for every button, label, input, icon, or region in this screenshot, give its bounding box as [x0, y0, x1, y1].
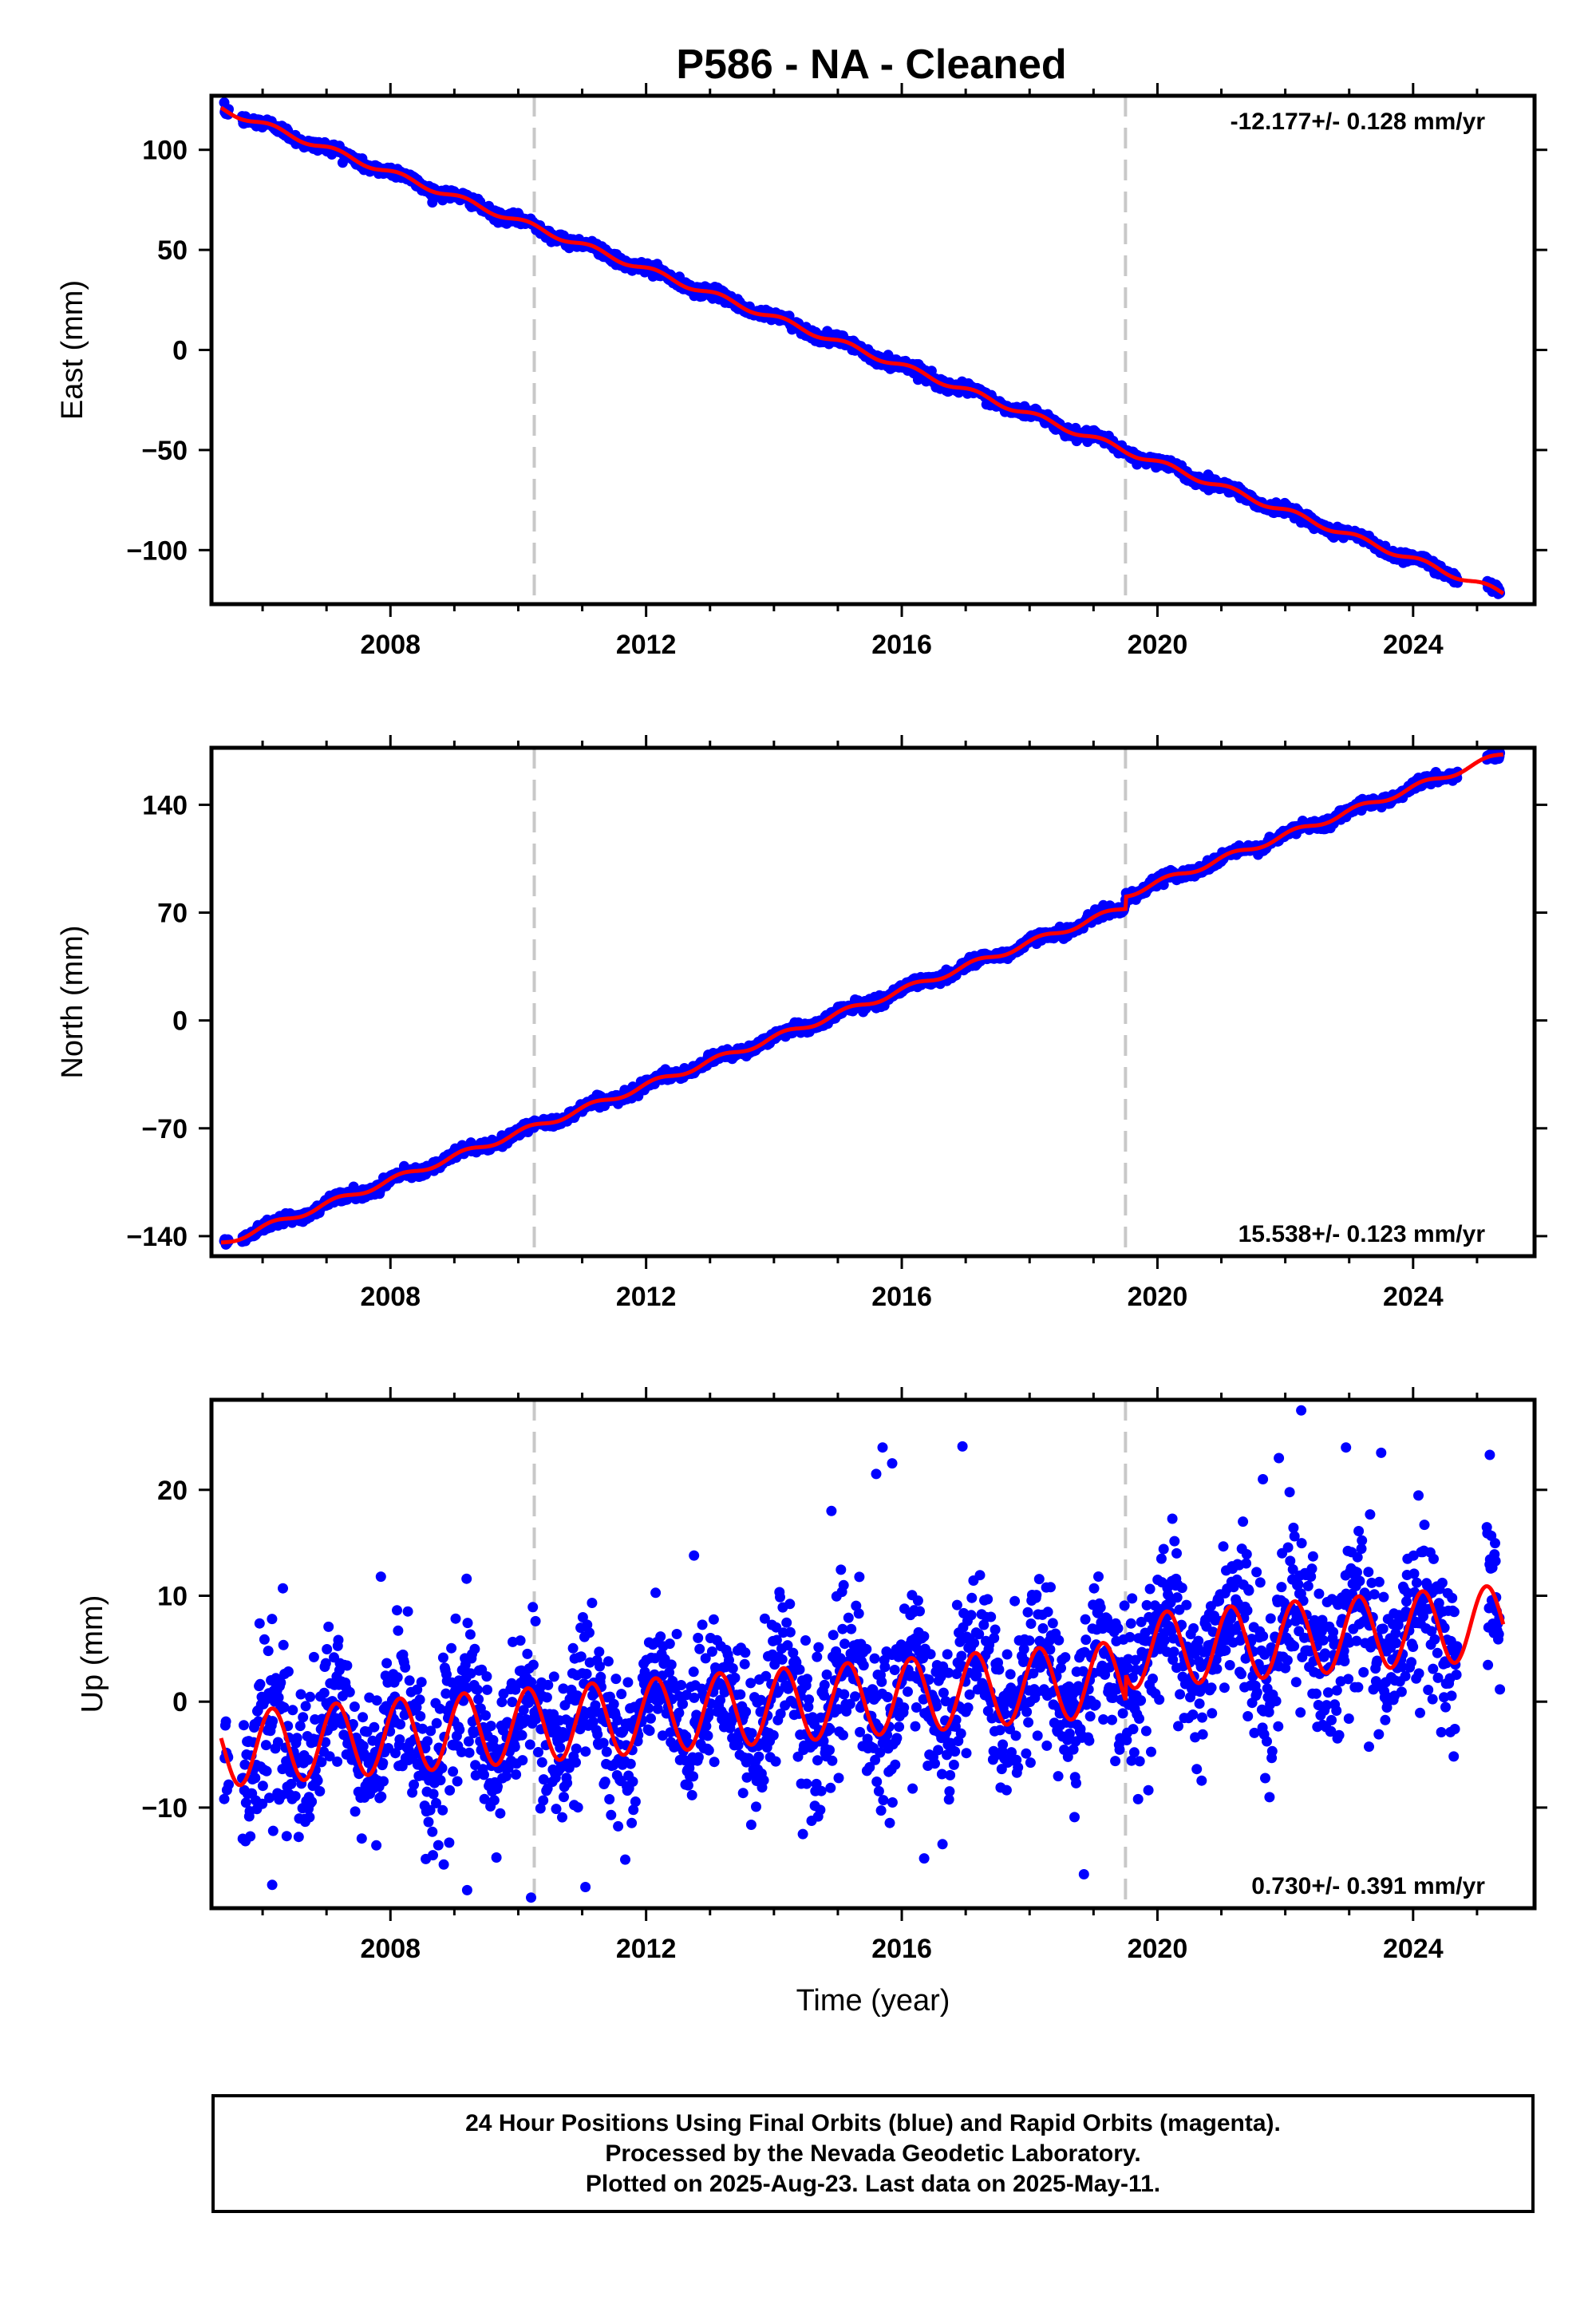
- data-point: [219, 1793, 230, 1804]
- data-point: [318, 1687, 330, 1698]
- data-point: [371, 1695, 382, 1706]
- data-point: [395, 1719, 406, 1730]
- x-tick-label: 2024: [1383, 630, 1444, 660]
- x-tick-label: 2024: [1383, 1282, 1444, 1312]
- data-point: [223, 1779, 234, 1790]
- data-point: [267, 1716, 279, 1727]
- x-tick-label: 2012: [616, 630, 677, 660]
- data-point: [220, 1716, 231, 1727]
- data-point: [245, 1831, 256, 1842]
- data-point: [305, 1691, 316, 1702]
- data-point: [323, 1621, 334, 1632]
- data-point: [293, 1832, 304, 1843]
- data-point: [306, 1796, 318, 1807]
- y-tick-label: −140: [126, 1222, 188, 1252]
- data-point: [376, 1791, 387, 1802]
- data-point: [278, 1639, 289, 1650]
- data-point: [259, 1634, 270, 1645]
- data-point: [349, 1701, 360, 1712]
- data-point: [302, 1754, 314, 1765]
- data-point: [278, 1583, 288, 1594]
- data-point: [239, 1720, 249, 1731]
- data-point: [394, 1734, 405, 1745]
- y-tick-label: 50: [157, 235, 188, 266]
- y-tick-label: 0: [172, 1006, 188, 1037]
- data-point: [304, 1812, 315, 1823]
- data-point: [250, 1773, 261, 1784]
- data-point: [267, 1825, 279, 1836]
- up-data-points: [219, 1405, 1506, 1903]
- y-tick-label: 70: [157, 899, 188, 929]
- data-point: [350, 1806, 361, 1817]
- y-tick-label: 140: [142, 790, 188, 820]
- data-point: [295, 1689, 306, 1700]
- data-point: [392, 1672, 403, 1683]
- data-point: [392, 1605, 402, 1616]
- x-tick-label: 2016: [871, 1282, 932, 1312]
- data-point: [257, 1780, 268, 1792]
- velocity-annotation: 15.538+/- 0.123 mm/yr: [1238, 1221, 1486, 1247]
- data-point: [358, 1712, 369, 1723]
- data-point: [371, 1840, 382, 1851]
- data-point: [381, 1658, 393, 1669]
- y-axis-label: East (mm): [56, 280, 89, 420]
- data-point: [255, 1678, 266, 1690]
- data-point: [281, 1831, 292, 1842]
- y-tick-label: −50: [141, 436, 188, 466]
- data-point: [260, 1740, 271, 1751]
- data-point: [378, 1776, 389, 1787]
- data-point: [254, 1618, 265, 1629]
- x-tick-label: 2008: [360, 630, 421, 660]
- x-tick-label: 2020: [1128, 1282, 1188, 1312]
- data-point: [322, 1644, 333, 1654]
- east-model-line: [219, 105, 1505, 595]
- data-point: [282, 1666, 294, 1677]
- data-point: [263, 1646, 274, 1657]
- data-point: [393, 1625, 404, 1636]
- x-tick-label: 2008: [360, 1282, 421, 1312]
- y-tick-label: −100: [126, 536, 188, 566]
- data-point: [290, 1791, 301, 1802]
- data-point: [300, 1701, 311, 1712]
- north-panel: 2008 2012 2016 2020 2024 −140 −70 0 70 140 North (…: [56, 735, 1547, 1312]
- data-point: [400, 1662, 411, 1673]
- data-point: [369, 1721, 380, 1733]
- y-tick-label: 100: [142, 136, 188, 166]
- x-tick-label: 2020: [1128, 630, 1188, 660]
- x-tick-label: 2016: [871, 630, 932, 660]
- east-panel: 2008 2012 2016 2020 2024 −100 −50 0 50 100 East (m…: [56, 83, 1547, 660]
- x-tick-label: 2012: [616, 1282, 677, 1312]
- north-data-points: [219, 748, 1506, 1250]
- figure-title: P586 - NA - Cleaned: [676, 41, 1066, 88]
- data-point: [342, 1660, 353, 1671]
- data-point: [298, 1712, 309, 1723]
- y-tick-label: 0: [172, 336, 188, 366]
- data-point: [291, 1733, 302, 1744]
- data-point: [344, 1686, 355, 1697]
- y-axis-label: North (mm): [56, 925, 89, 1078]
- data-point: [356, 1833, 367, 1844]
- data-point: [314, 1786, 326, 1796]
- data-point: [312, 1775, 323, 1786]
- data-point: [333, 1634, 344, 1646]
- y-tick-label: −70: [141, 1114, 188, 1144]
- data-point: [332, 1756, 343, 1767]
- data-point: [287, 1705, 298, 1716]
- data-point: [267, 1614, 278, 1625]
- velocity-annotation: -12.177+/- 0.128 mm/yr: [1231, 109, 1486, 135]
- data-point: [261, 1765, 272, 1777]
- data-point: [308, 1651, 319, 1662]
